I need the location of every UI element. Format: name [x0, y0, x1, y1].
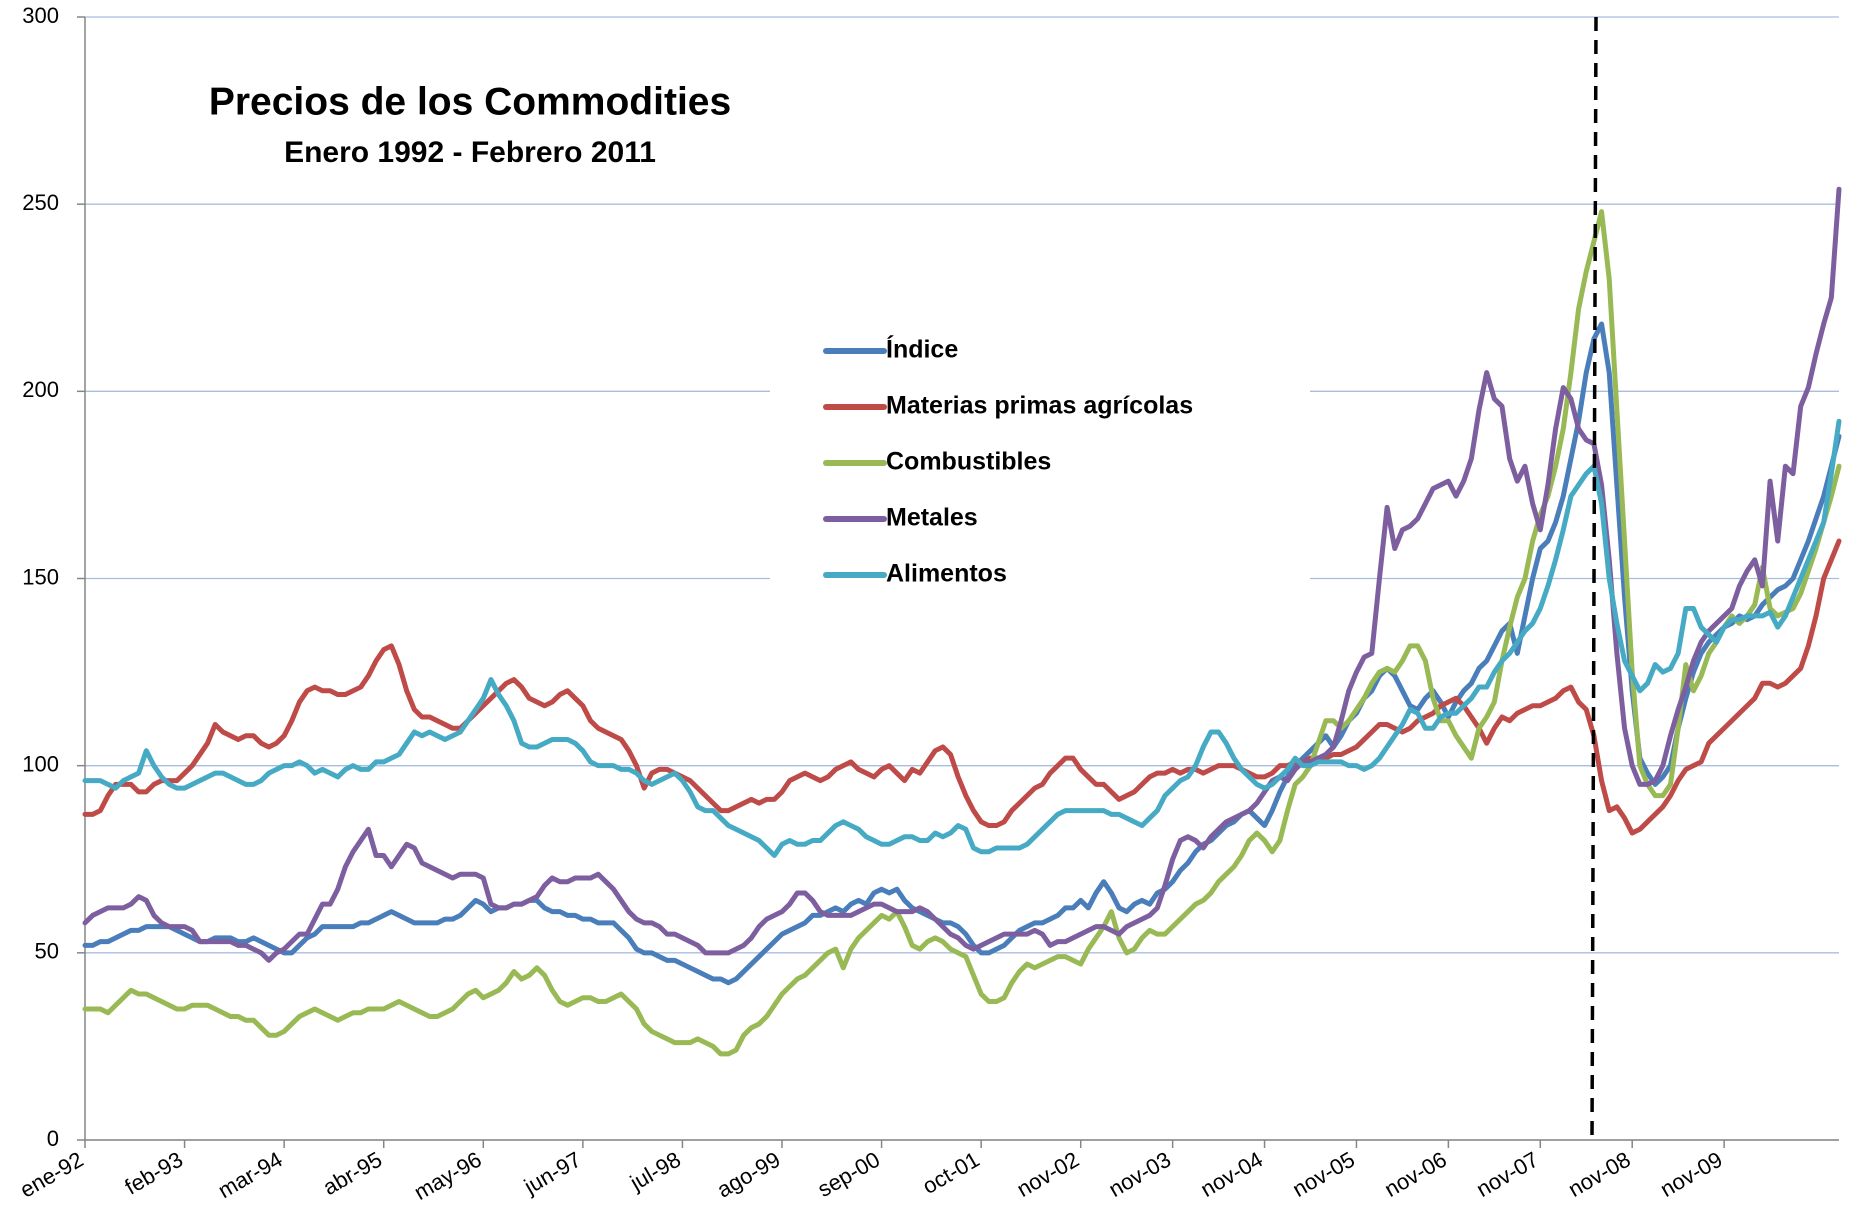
y-tick-label: 50: [35, 939, 59, 964]
lines: [82, 186, 1842, 1057]
y-tick-label: 200: [22, 377, 59, 402]
y-tick-label: 300: [22, 3, 59, 28]
legend-label: Metales: [886, 504, 978, 532]
series-line: [82, 418, 1842, 859]
legend-label: Índice: [886, 335, 958, 364]
series-line: [82, 538, 1842, 836]
y-tick-label: 250: [22, 190, 59, 215]
y-tick-label: 150: [22, 564, 59, 589]
reference-line: [1590, 16, 1598, 1141]
series-line: [82, 186, 1842, 963]
legend-label: Alimentos: [886, 560, 1007, 588]
y-tick-label: 100: [22, 751, 59, 776]
y-tick-label: 0: [47, 1126, 59, 1151]
legend: Índice Materias primas agrícolas Combustib…: [823, 335, 1193, 588]
chart-title: Precios de los Commodities: [209, 80, 731, 123]
legend-label: Materias primas agrícolas: [886, 392, 1193, 420]
legend-label: Combustibles: [886, 448, 1051, 476]
chart-subtitle: Enero 1992 - Febrero 2011: [284, 136, 656, 169]
series-line: [82, 321, 1842, 986]
